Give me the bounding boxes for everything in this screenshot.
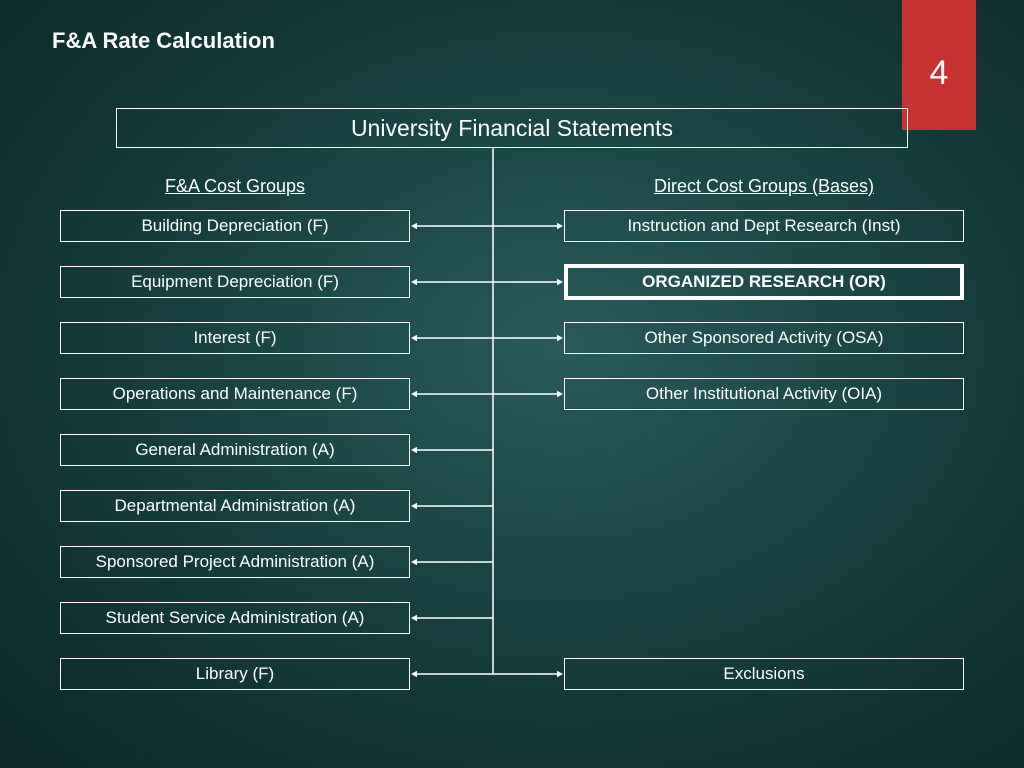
left-box: Equipment Depreciation (F) — [60, 266, 410, 298]
left-box-label: Library (F) — [196, 664, 274, 684]
left-box-label: Equipment Depreciation (F) — [131, 272, 339, 292]
left-column-header: F&A Cost Groups — [60, 176, 410, 197]
left-box: Interest (F) — [60, 322, 410, 354]
left-box: Sponsored Project Administration (A) — [60, 546, 410, 578]
left-box-label: Operations and Maintenance (F) — [113, 384, 358, 404]
right-box: Instruction and Dept Research (Inst) — [564, 210, 964, 242]
right-box: Other Institutional Activity (OIA) — [564, 378, 964, 410]
right-box-label: Other Institutional Activity (OIA) — [646, 384, 882, 404]
left-box-label: Building Depreciation (F) — [141, 216, 328, 236]
top-box-label: University Financial Statements — [351, 115, 673, 142]
left-box: General Administration (A) — [60, 434, 410, 466]
exclusions-box: Exclusions — [564, 658, 964, 690]
slide-title: F&A Rate Calculation — [52, 28, 275, 54]
right-box-label: ORGANIZED RESEARCH (OR) — [642, 272, 886, 292]
page-number: 4 — [930, 54, 949, 93]
right-box-emphasized: ORGANIZED RESEARCH (OR) — [564, 264, 964, 300]
left-box: Departmental Administration (A) — [60, 490, 410, 522]
right-box-label: Other Sponsored Activity (OSA) — [644, 328, 883, 348]
left-box: Building Depreciation (F) — [60, 210, 410, 242]
left-box-label: Departmental Administration (A) — [115, 496, 356, 516]
left-box: Library (F) — [60, 658, 410, 690]
left-box-label: Sponsored Project Administration (A) — [96, 552, 375, 572]
top-box: University Financial Statements — [116, 108, 908, 148]
left-box-label: Student Service Administration (A) — [106, 608, 365, 628]
exclusions-label: Exclusions — [723, 664, 804, 684]
right-box-label: Instruction and Dept Research (Inst) — [627, 216, 900, 236]
page-ribbon: 4 — [902, 0, 976, 130]
right-column-header: Direct Cost Groups (Bases) — [564, 176, 964, 197]
left-box: Student Service Administration (A) — [60, 602, 410, 634]
right-box: Other Sponsored Activity (OSA) — [564, 322, 964, 354]
left-box: Operations and Maintenance (F) — [60, 378, 410, 410]
left-box-label: General Administration (A) — [135, 440, 334, 460]
left-box-label: Interest (F) — [193, 328, 276, 348]
